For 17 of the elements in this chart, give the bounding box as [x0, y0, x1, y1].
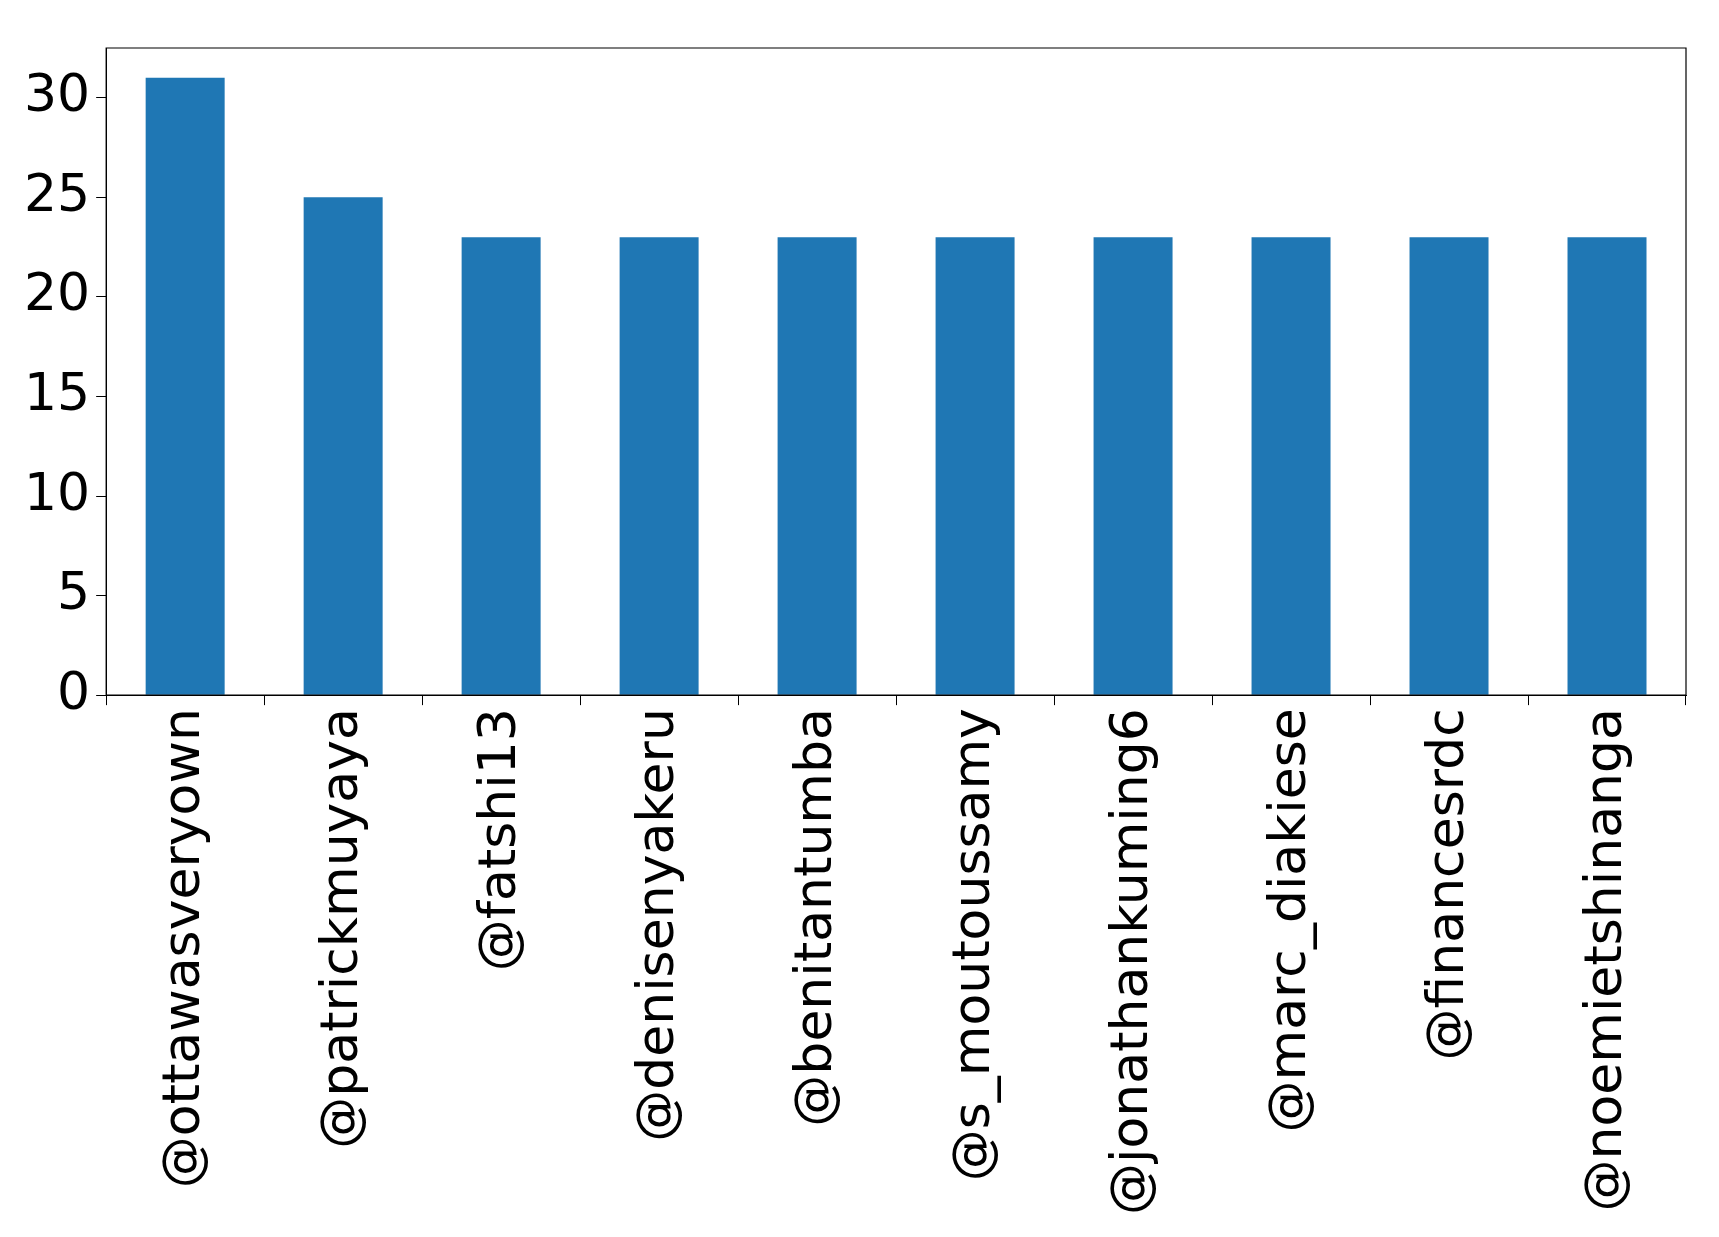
x-tick-label: @s_moutoussamy	[940, 708, 1001, 1182]
x-tick-label: @noemietshinanga	[1572, 708, 1633, 1212]
y-tick-label: 5	[57, 561, 91, 622]
y-tick-label: 20	[24, 262, 91, 323]
x-tick-label: @patrickmuyaya	[308, 708, 369, 1149]
y-tick-label: 10	[24, 461, 91, 522]
x-tick-label: @jonathankuming6	[1098, 708, 1159, 1215]
x-tick-label: @financesrdc	[1414, 708, 1475, 1061]
x-tick-label: @fatshi13	[466, 708, 527, 972]
x-tick-label: @marc_diakiese	[1256, 708, 1317, 1133]
x-tick-label: @ottawasveryown	[150, 708, 211, 1189]
x-tick-label: @denisenyakeru	[624, 708, 685, 1142]
y-tick-label: 25	[24, 162, 91, 223]
x-tick-label: @benitantumba	[782, 708, 843, 1127]
y-tick-label: 0	[57, 660, 91, 721]
y-tick-label: 15	[24, 361, 91, 422]
y-tick-label: 30	[24, 63, 91, 124]
